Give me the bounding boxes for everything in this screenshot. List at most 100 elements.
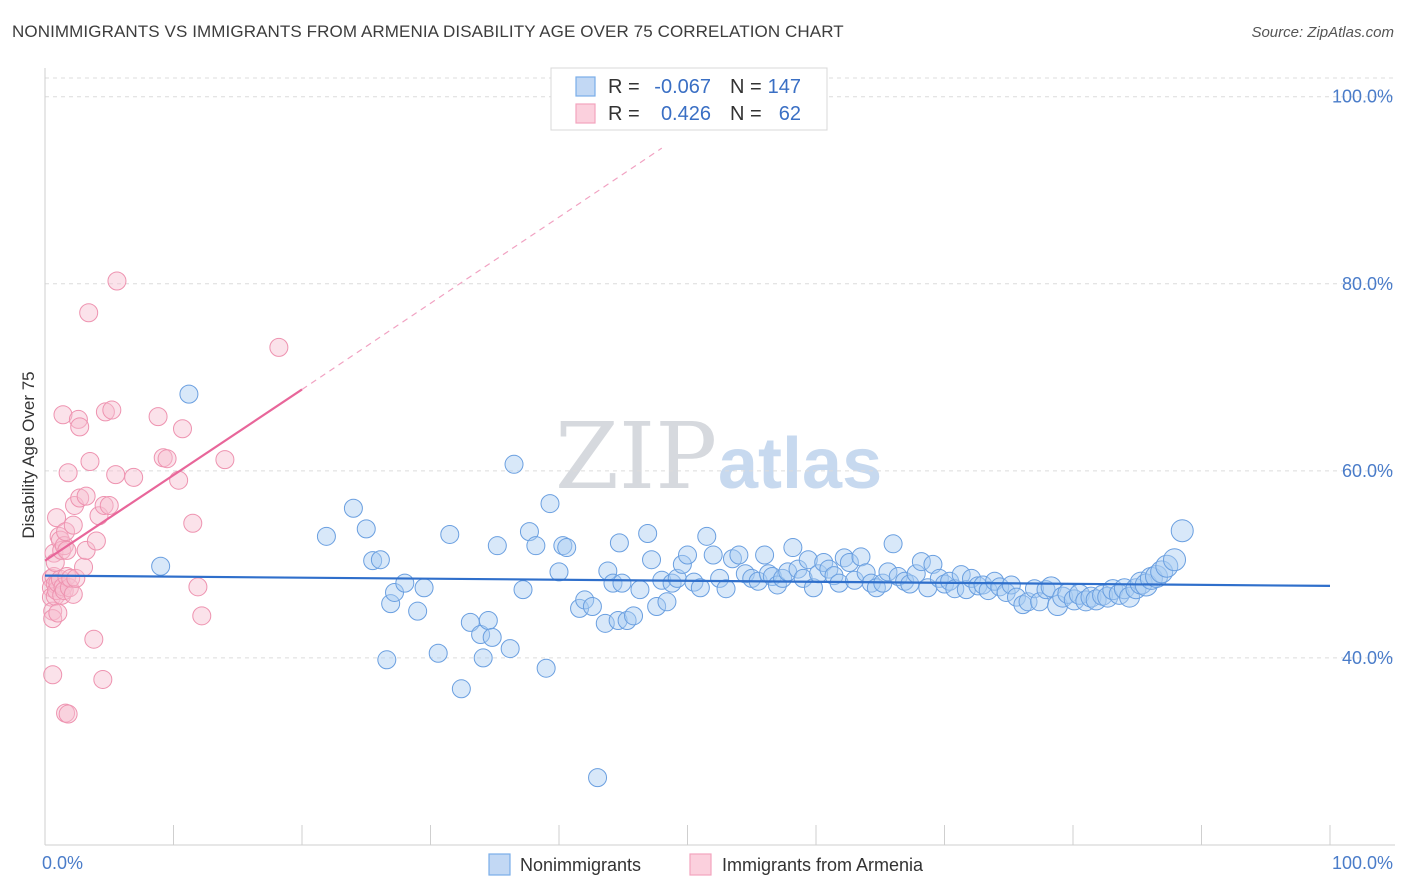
- stats-r-label-2: R =: [608, 103, 640, 125]
- point-nonimmigrants-106: [973, 575, 993, 595]
- stats-r-value-2: 0.426: [661, 103, 711, 125]
- point-armenia-58: [169, 470, 189, 490]
- point-armenia-43: [80, 452, 100, 471]
- point-nonimmigrants-93: [900, 574, 920, 594]
- point-armenia-4: [43, 609, 63, 629]
- point-nonimmigrants-58: [710, 568, 730, 588]
- point-nonimmigrants-19: [478, 611, 498, 631]
- point-nonimmigrants-5: [363, 551, 383, 571]
- stats-n-label-1: N =: [730, 76, 762, 98]
- point-nonimmigrants-2: [316, 526, 336, 546]
- point-nonimmigrants-59: [716, 579, 736, 599]
- point-nonimmigrants-20: [482, 627, 502, 647]
- point-armenia-63: [215, 450, 235, 470]
- stats-r-label-1: R =: [608, 76, 640, 98]
- trend-line-armenia: [44, 388, 303, 562]
- point-nonimmigrants-75: [803, 578, 823, 598]
- trend-line-nonimmigrants: [44, 574, 1331, 588]
- point-nonimmigrants-23: [504, 454, 524, 474]
- legend-label-nonimmigrants: Nonimmigrants: [520, 855, 641, 875]
- x-tick-labels: 0.0% 100.0%: [42, 853, 1393, 873]
- point-armenia-55: [148, 407, 168, 427]
- point-nonimmigrants-35: [588, 768, 608, 788]
- point-nonimmigrants-4: [356, 519, 376, 539]
- point-nonimmigrants-34: [582, 596, 602, 616]
- point-nonimmigrants-113: [1013, 595, 1033, 615]
- point-nonimmigrants-95: [911, 552, 931, 572]
- point-nonimmigrants-69: [773, 568, 793, 588]
- point-nonimmigrants-139: [1155, 554, 1179, 578]
- point-armenia-38: [70, 417, 90, 437]
- point-nonimmigrants-11: [408, 601, 428, 621]
- y-axis-label: Disability Age Over 75: [19, 371, 38, 538]
- point-nonimmigrants-1: [179, 384, 199, 404]
- point-nonimmigrants-60: [722, 549, 742, 569]
- point-nonimmigrants-78: [819, 559, 839, 579]
- point-armenia-60: [183, 513, 203, 533]
- point-armenia-35: [66, 568, 86, 588]
- point-nonimmigrants-40: [609, 533, 629, 553]
- point-nonimmigrants-84: [851, 547, 871, 567]
- point-armenia-54: [124, 467, 144, 487]
- point-nonimmigrants-45: [638, 524, 658, 544]
- point-armenia-50: [99, 495, 119, 515]
- point-nonimmigrants-25: [519, 522, 539, 542]
- point-nonimmigrants-31: [557, 538, 577, 558]
- point-armenia-64: [269, 337, 289, 357]
- stats-r-value-1: -0.067: [654, 76, 711, 98]
- point-armenia-36: [68, 409, 88, 429]
- point-nonimmigrants-3: [343, 498, 363, 518]
- point-armenia-11: [47, 508, 67, 528]
- point-nonimmigrants-24: [513, 580, 533, 600]
- watermark-atlas: atlas: [718, 424, 882, 504]
- point-nonimmigrants-47: [647, 596, 667, 616]
- point-nonimmigrants-13: [428, 643, 448, 663]
- point-armenia-44: [84, 629, 104, 649]
- stats-swatch-pink: [575, 103, 596, 124]
- stats-n-value-2: 62: [779, 103, 801, 125]
- point-nonimmigrants-41: [612, 573, 632, 593]
- point-armenia-62: [192, 606, 212, 626]
- point-armenia-13: [48, 603, 68, 623]
- point-nonimmigrants-27: [536, 658, 556, 678]
- point-armenia-24: [56, 522, 76, 542]
- point-nonimmigrants-77: [814, 553, 834, 573]
- axes: [44, 68, 1395, 846]
- point-nonimmigrants-10: [395, 573, 415, 593]
- point-nonimmigrants-111: [1001, 575, 1021, 595]
- legend-swatch-armenia: [689, 853, 712, 876]
- point-nonimmigrants-92: [895, 571, 915, 591]
- point-armenia-47: [93, 669, 113, 689]
- point-nonimmigrants-15: [451, 679, 471, 699]
- point-nonimmigrants-83: [845, 570, 865, 590]
- point-nonimmigrants-55: [690, 578, 710, 598]
- x-tick-label-1: 100.0%: [1332, 853, 1393, 873]
- source-label: Source: ZipAtlas.com: [1251, 24, 1394, 41]
- point-nonimmigrants-49: [657, 592, 677, 612]
- point-armenia-28: [58, 463, 78, 483]
- point-nonimmigrants-71: [783, 538, 803, 558]
- x-tick-label-0: 0.0%: [42, 853, 83, 873]
- point-nonimmigrants-22: [500, 639, 520, 659]
- point-nonimmigrants-14: [440, 524, 460, 544]
- stats-box: R = -0.067 N = 147 R = 0.426 N = 62: [550, 67, 828, 131]
- point-nonimmigrants-56: [697, 526, 717, 546]
- point-armenia-26: [57, 540, 77, 560]
- stats-swatch-blue: [575, 76, 596, 97]
- point-nonimmigrants-74: [798, 550, 818, 570]
- point-armenia-31: [61, 568, 81, 588]
- point-nonimmigrants-61: [729, 545, 749, 565]
- point-armenia-5: [43, 665, 63, 685]
- y-tick-label-0: 40.0%: [1342, 648, 1393, 668]
- point-armenia-39: [74, 557, 94, 577]
- point-nonimmigrants-33: [575, 590, 595, 610]
- point-nonimmigrants-53: [678, 545, 697, 565]
- point-armenia-40: [76, 486, 96, 506]
- point-nonimmigrants-46: [642, 550, 662, 570]
- point-nonimmigrants-21: [487, 536, 507, 556]
- y-tick-label-2: 80.0%: [1342, 274, 1393, 294]
- point-nonimmigrants-97: [923, 554, 943, 574]
- point-armenia-37: [70, 488, 90, 508]
- point-armenia-29: [58, 704, 78, 724]
